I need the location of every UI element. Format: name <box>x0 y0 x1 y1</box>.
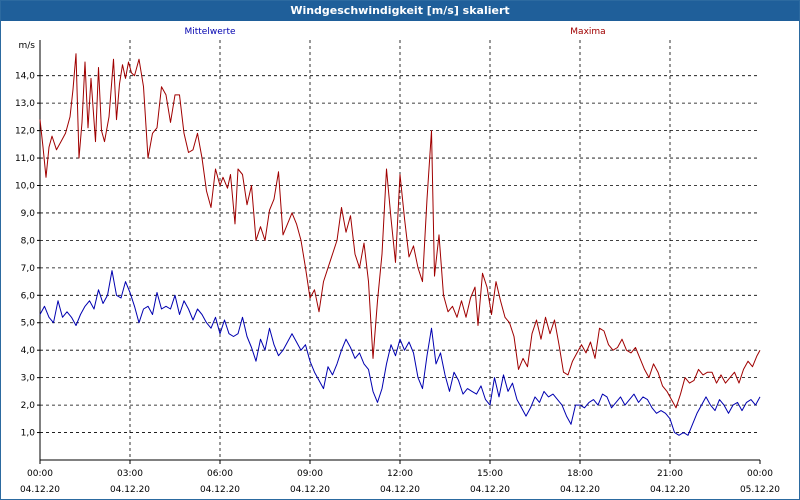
x-tick-time: 21:00 <box>657 469 683 479</box>
y-tick-labels: 1,0 2,0 3,0 4,0 5,0 6,0 7,0 8,0 9,0 10,0 11,0 12,0 1… <box>15 72 35 439</box>
y-tick-label: 12,0 <box>15 127 35 137</box>
x-tick-time: 15:00 <box>477 469 503 479</box>
x-tick-date: 04.12.20 <box>560 485 600 495</box>
legend-maxima: Maxima <box>570 27 605 37</box>
axes: m/s <box>19 40 760 461</box>
window-title: Windgeschwindigkeit [m/s] skaliert <box>1 1 799 21</box>
series <box>39 53 761 436</box>
y-tick-label: 11,0 <box>15 154 35 164</box>
y-tick-label: 7,0 <box>21 264 36 274</box>
grid <box>37 40 761 464</box>
y-tick-label: 10,0 <box>15 181 35 191</box>
x-tick-date: 04.12.20 <box>380 485 420 495</box>
y-tick-label: 3,0 <box>21 374 36 384</box>
y-tick-label: 1,0 <box>21 429 36 439</box>
y-tick-label: 5,0 <box>21 319 36 329</box>
x-tick-date: 04.12.20 <box>110 485 150 495</box>
x-tick-labels: 00:00 04.12.20 03:00 04.12.20 06:00 04.12.20 0… <box>20 469 780 495</box>
x-tick-time: 00:00 <box>27 469 53 479</box>
legend-mittelwerte: Mittelwerte <box>184 27 235 37</box>
x-tick-date: 04.12.20 <box>20 485 60 495</box>
x-tick-date: 04.12.20 <box>470 485 510 495</box>
series-line-mittelwerte <box>39 270 761 436</box>
x-tick-date: 04.12.20 <box>290 485 330 495</box>
y-tick-label: 14,0 <box>15 72 35 82</box>
y-tick-label: 4,0 <box>21 346 36 356</box>
x-tick-date: 04.12.20 <box>650 485 690 495</box>
series-line-maxima <box>39 53 761 409</box>
y-tick-label: 8,0 <box>21 236 36 246</box>
y-tick-label: 9,0 <box>21 209 36 219</box>
x-tick-time: 06:00 <box>207 469 233 479</box>
x-tick-time: 09:00 <box>297 469 323 479</box>
x-tick-date: 04.12.20 <box>200 485 240 495</box>
y-tick-label: 13,0 <box>15 99 35 109</box>
y-tick-label: 6,0 <box>21 291 36 301</box>
x-tick-time: 00:00 <box>747 469 773 479</box>
y-axis-label: m/s <box>19 41 36 51</box>
x-tick-time: 12:00 <box>387 469 413 479</box>
y-tick-label: 2,0 <box>21 401 36 411</box>
x-tick-date: 05.12.20 <box>740 485 780 495</box>
x-tick-time: 03:00 <box>117 469 143 479</box>
x-tick-time: 18:00 <box>567 469 593 479</box>
